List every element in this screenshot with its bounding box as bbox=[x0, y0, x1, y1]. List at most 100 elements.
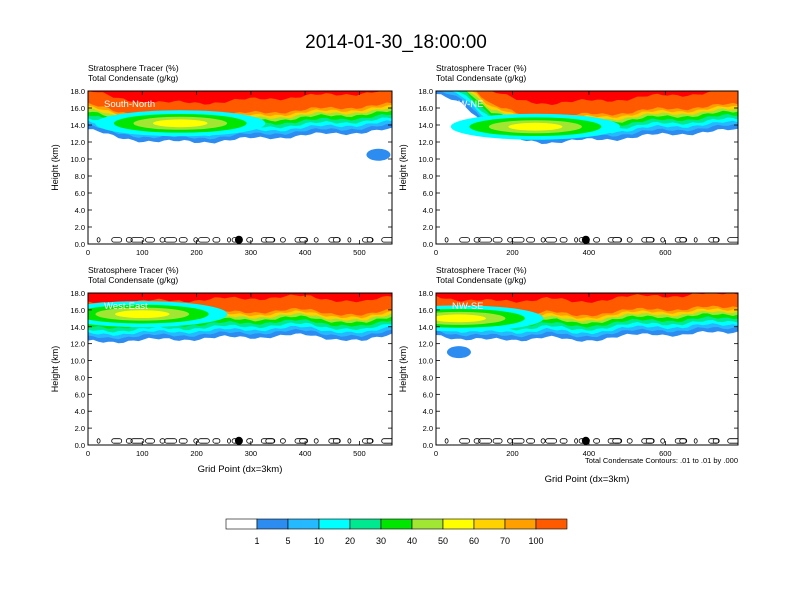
condensate-contour bbox=[660, 237, 666, 243]
condensate-contour bbox=[444, 438, 449, 444]
y-tick-label: 14.0 bbox=[418, 323, 433, 332]
y-tick-label: 6.0 bbox=[423, 390, 433, 399]
condensate-contour bbox=[660, 438, 666, 444]
plot-frame bbox=[87, 90, 393, 245]
x-tick-label: 400 bbox=[299, 449, 312, 458]
condensate-contour bbox=[178, 237, 188, 243]
condensate-contour bbox=[227, 237, 231, 243]
colorbar-label: 20 bbox=[345, 536, 355, 546]
condensate-contour bbox=[459, 438, 471, 444]
tracer-band-9 bbox=[436, 91, 738, 119]
condensate-contour bbox=[679, 438, 688, 444]
x-tick-label: 400 bbox=[299, 248, 312, 257]
condensate-contour bbox=[507, 237, 514, 243]
colorbar-swatch bbox=[380, 518, 413, 530]
condensate-contour bbox=[473, 438, 481, 444]
condensate-contour bbox=[492, 237, 503, 243]
x-tick-label: 600 bbox=[659, 248, 672, 257]
y-tick-label: 14.0 bbox=[418, 121, 433, 130]
condensate-contour bbox=[193, 237, 199, 243]
condensate-contour bbox=[679, 237, 688, 243]
condensate-contour bbox=[96, 237, 101, 243]
condensate-contour bbox=[507, 438, 514, 444]
y-tick-label: 2.0 bbox=[423, 223, 433, 232]
y-tick-label: 2.0 bbox=[423, 424, 433, 433]
y-tick-label: 10.0 bbox=[70, 357, 85, 366]
y-tick-label: 8.0 bbox=[75, 373, 85, 382]
y-tick-label: 8.0 bbox=[423, 373, 433, 382]
x-tick-label: 100 bbox=[136, 449, 149, 458]
condensate-contours bbox=[96, 237, 392, 243]
condensate-contour bbox=[559, 438, 568, 444]
condensate-contour bbox=[130, 438, 145, 444]
condensate-contour bbox=[626, 438, 633, 444]
colorbar-label: 40 bbox=[407, 536, 417, 546]
panel-title-line: Stratosphere Tracer (%) bbox=[88, 63, 179, 73]
condensate-contour bbox=[313, 237, 319, 243]
panel-title-line: Total Condensate (g/kg) bbox=[88, 275, 178, 285]
condensate-contour bbox=[212, 237, 221, 243]
x-tick-label: 0 bbox=[86, 248, 90, 257]
condensate-contour bbox=[645, 438, 655, 444]
y-tick-label: 6.0 bbox=[423, 189, 433, 198]
y-axis-label: Height (km) bbox=[398, 346, 408, 393]
condensate-contour bbox=[626, 237, 633, 243]
condensate-contour bbox=[712, 237, 720, 243]
isolated-tracer-blob bbox=[366, 148, 391, 161]
condensate-contour bbox=[574, 237, 578, 243]
y-tick-label: 12.0 bbox=[70, 138, 85, 147]
y-tick-label: 10.0 bbox=[418, 155, 433, 164]
y-tick-label: 4.0 bbox=[423, 407, 433, 416]
condensate-contour bbox=[145, 438, 155, 444]
colorbar-label: 70 bbox=[500, 536, 510, 546]
condensate-contour bbox=[444, 237, 449, 243]
y-tick-label: 2.0 bbox=[75, 424, 85, 433]
condensate-contour bbox=[130, 237, 145, 243]
condensate-contour bbox=[197, 438, 210, 444]
x-tick-label: 200 bbox=[190, 449, 203, 458]
panel-title-line: Stratosphere Tracer (%) bbox=[88, 265, 179, 275]
tracer-field bbox=[436, 293, 738, 445]
plot-frame bbox=[87, 292, 393, 446]
tracer-band-10 bbox=[436, 91, 738, 105]
x-tick-label: 200 bbox=[190, 248, 203, 257]
y-tick-label: 14.0 bbox=[70, 121, 85, 130]
y-tick-label: 16.0 bbox=[418, 104, 433, 113]
condensate-contour bbox=[347, 438, 352, 444]
condensate-contour bbox=[347, 237, 352, 243]
colorbar-swatch bbox=[504, 518, 537, 530]
location-marker bbox=[581, 436, 590, 445]
intrusion-core-4 bbox=[508, 122, 563, 131]
y-tick-label: 18.0 bbox=[418, 87, 433, 96]
x-axis-label: Grid Point (dx=3km) bbox=[198, 464, 283, 475]
panel-title-line: Total Condensate (g/kg) bbox=[436, 73, 526, 83]
tracer-band-10 bbox=[88, 91, 392, 105]
y-tick-label: 6.0 bbox=[75, 189, 85, 198]
condensate-contour bbox=[545, 438, 557, 444]
condensate-contour bbox=[511, 237, 525, 243]
x-tick-label: 100 bbox=[136, 248, 149, 257]
chart-panel-2: 0.0 2.0 4.0 6.0 8.0 10.0 12.0 14.0 16.0 18.0 0 200 4… bbox=[398, 63, 739, 257]
condensate-contour bbox=[362, 237, 373, 243]
condensate-contour bbox=[299, 237, 309, 243]
panels-group: 0.0 2.0 4.0 6.0 8.0 10.0 12.0 14.0 16.0 18.0 0 100 2… bbox=[50, 63, 739, 485]
location-marker bbox=[234, 436, 243, 445]
condensate-contour bbox=[212, 438, 221, 444]
y-tick-label: 18.0 bbox=[70, 87, 85, 96]
contour-footnote: Total Condensate Contours: .01 to .01 by… bbox=[585, 456, 738, 465]
condensate-contour bbox=[111, 237, 123, 243]
condensate-contour bbox=[381, 438, 392, 444]
y-axis-label: Height (km) bbox=[398, 144, 408, 191]
y-tick-label: 8.0 bbox=[75, 172, 85, 181]
y-tick-label: 4.0 bbox=[75, 206, 85, 215]
condensate-contours bbox=[444, 237, 738, 243]
condensate-contour bbox=[540, 237, 546, 243]
panel-label: SW-NE bbox=[452, 99, 484, 110]
x-tick-label: 0 bbox=[434, 449, 438, 458]
y-tick-label: 4.0 bbox=[423, 206, 433, 215]
condensate-contour bbox=[645, 237, 655, 243]
condensate-contour bbox=[545, 237, 557, 243]
condensate-contour bbox=[279, 237, 286, 243]
condensate-contour bbox=[478, 237, 493, 243]
condensate-contour bbox=[708, 237, 720, 243]
